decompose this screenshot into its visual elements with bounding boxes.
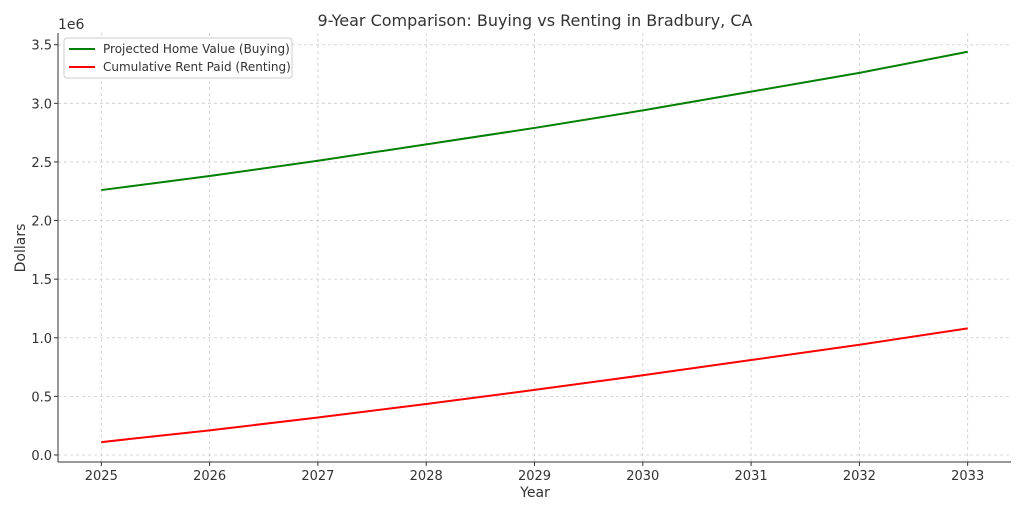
legend-label: Cumulative Rent Paid (Renting)	[103, 60, 291, 74]
x-tick-label: 2025	[85, 469, 118, 484]
x-tick-label: 2030	[626, 469, 659, 484]
chart-title: 9-Year Comparison: Buying vs Renting in …	[318, 11, 753, 30]
x-tick-label: 2033	[951, 469, 984, 484]
x-tick-label: 2028	[410, 469, 443, 484]
y-tick-label: 1.0	[31, 332, 52, 347]
x-tick-label: 2029	[518, 469, 551, 484]
series-line-buying	[101, 50, 968, 192]
y-axis-label: Dollars	[13, 224, 29, 273]
y-tick-label: 3.5	[31, 39, 52, 54]
y-tick-label: 0.5	[31, 390, 52, 405]
y-tick-label: 2.5	[31, 156, 52, 171]
y-tick-label: 1.5	[31, 273, 52, 288]
y-tick-label: 0.0	[31, 449, 52, 464]
legend-label: Projected Home Value (Buying)	[103, 42, 290, 56]
x-tick-label: 2032	[843, 469, 876, 484]
x-tick-label: 2026	[193, 469, 226, 484]
y-tick-label: 2.0	[31, 215, 52, 230]
x-tick-label: 2027	[301, 469, 334, 484]
legend: Projected Home Value (Buying) Cumulative …	[63, 37, 293, 79]
y-tick-label: 3.0	[31, 97, 52, 112]
x-tick-label: 2031	[735, 469, 768, 484]
series-line-renting	[101, 327, 968, 444]
y-offset-label: 1e6	[58, 17, 85, 33]
x-axis-label: Year	[519, 485, 550, 501]
